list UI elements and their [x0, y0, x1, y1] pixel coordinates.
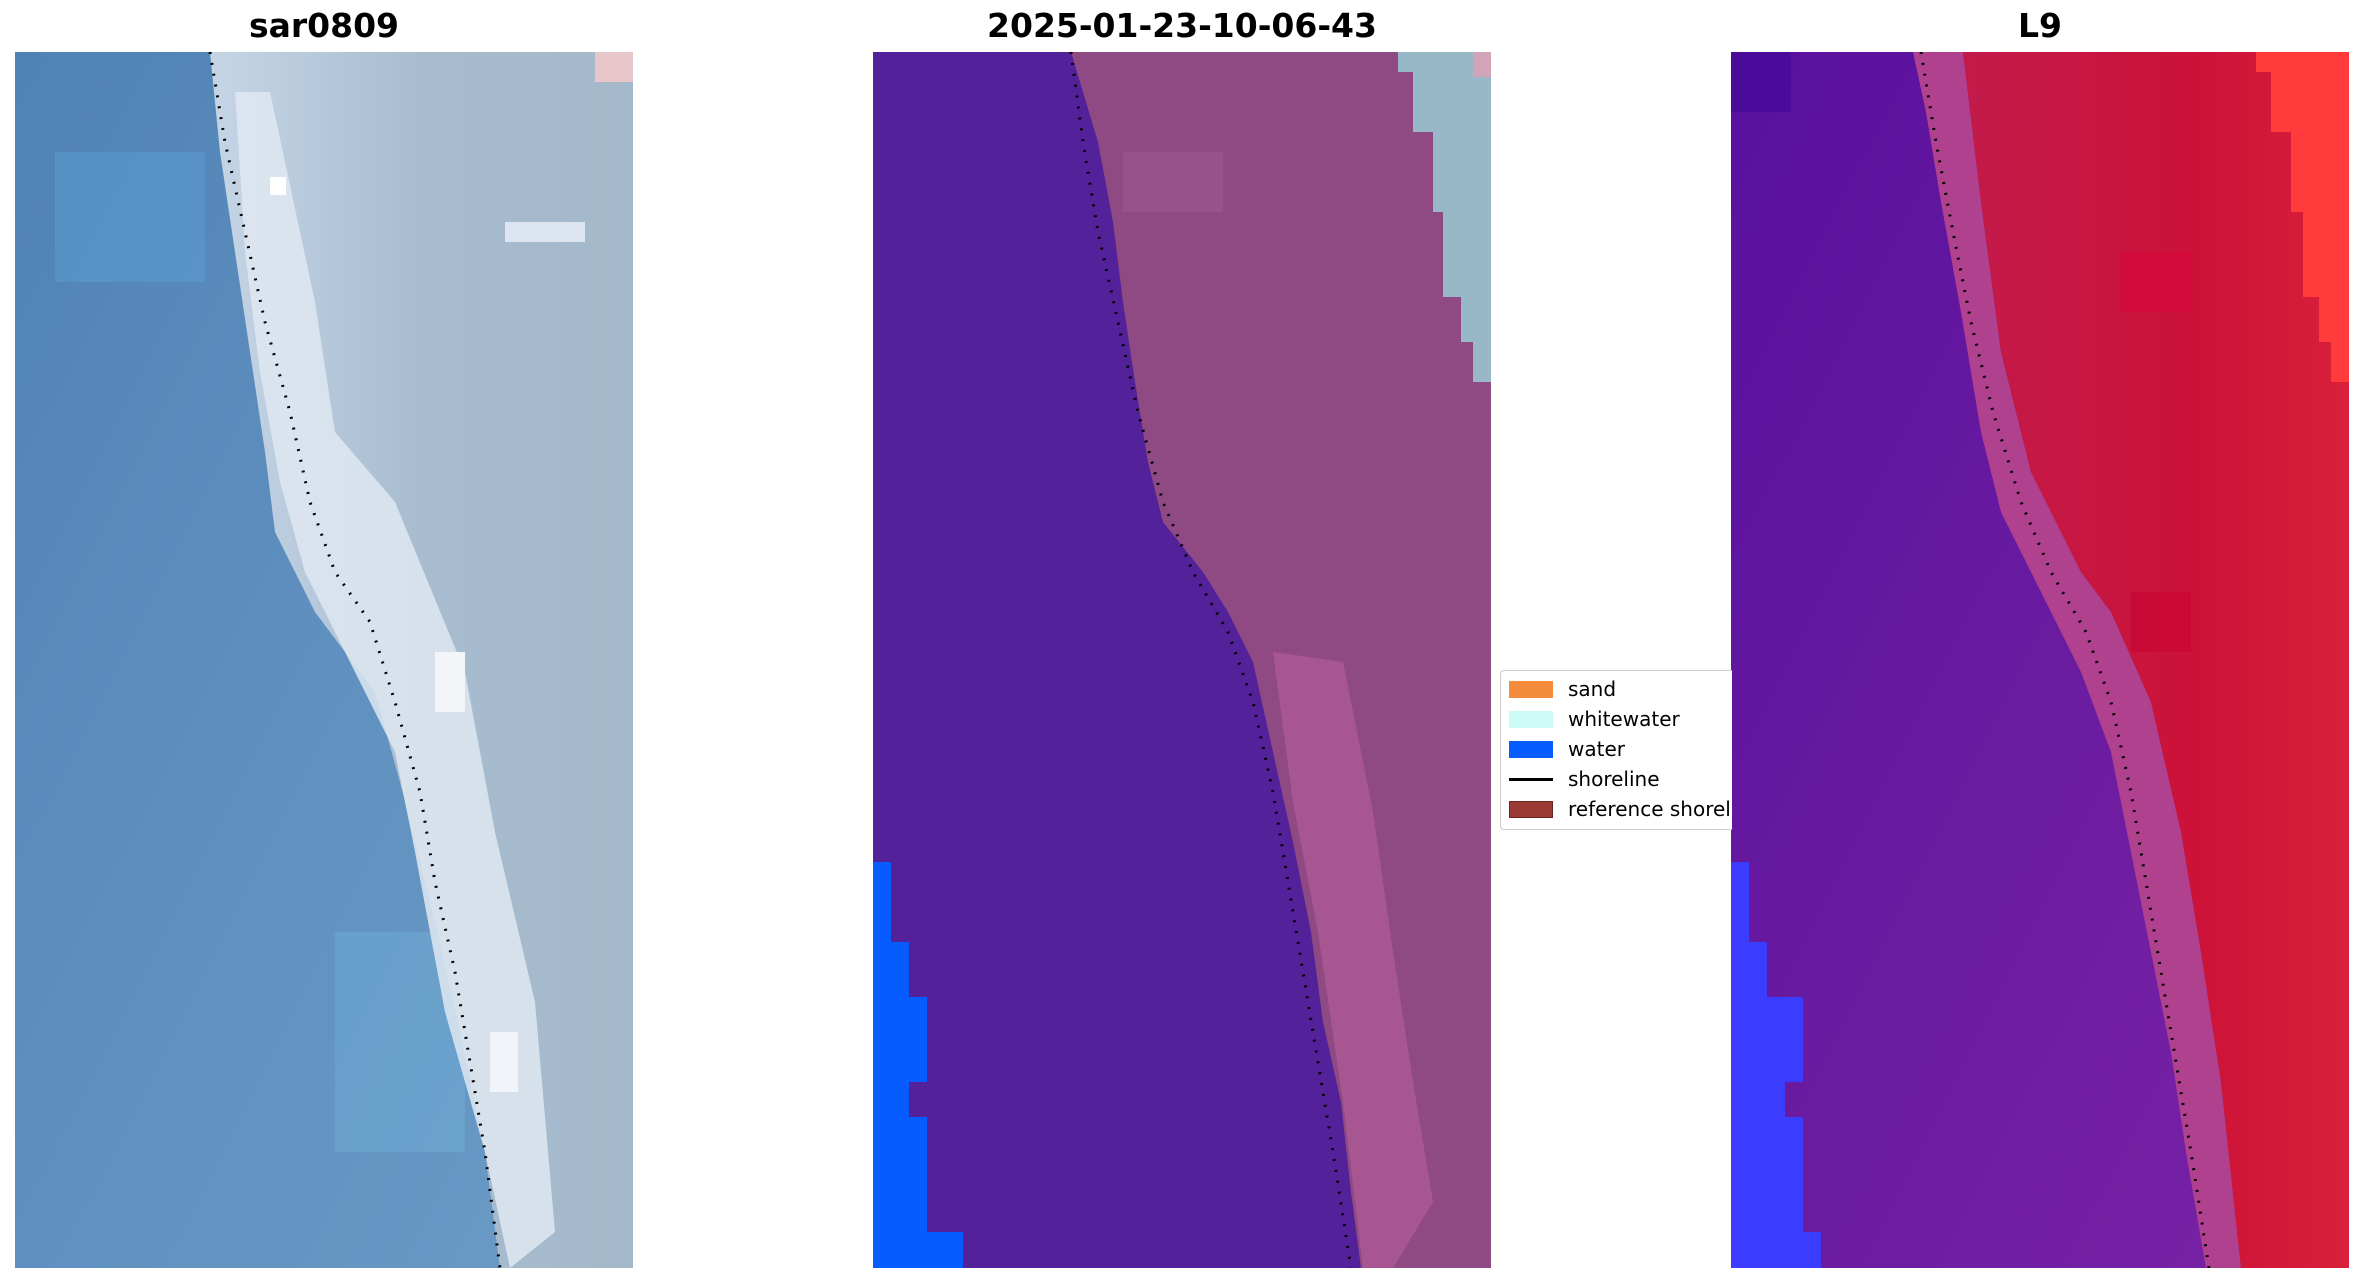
- panel-title-rgb: sar0809: [248, 6, 400, 45]
- index-land-area: [1963, 52, 2349, 1268]
- reference-shoreline-swatch: [1509, 800, 1553, 818]
- land-class-highlight: [1273, 652, 1433, 1268]
- legend-label: whitewater: [1568, 707, 1680, 731]
- land-pixel-patch: [505, 222, 585, 242]
- index-land-pixel: [2131, 592, 2191, 652]
- whitewater-swatch: [1509, 710, 1553, 728]
- index-panel: [1731, 52, 2349, 1268]
- water-swatch: [1509, 740, 1553, 758]
- grey-class-area: [1398, 52, 1491, 382]
- sand-swatch: [1509, 680, 1553, 698]
- classification-image: [873, 52, 1491, 1268]
- index-blue-area: [1731, 862, 1821, 1268]
- index-strong-land-patch: [2256, 52, 2349, 382]
- shoreline-dots: [1069, 52, 1353, 1268]
- legend-label: shoreline: [1568, 767, 1660, 791]
- index-land-pixel: [2121, 252, 2191, 312]
- ocean-light-patch: [55, 152, 205, 282]
- pink-pixel: [1473, 52, 1491, 77]
- legend-item-shoreline: shoreline: [1509, 766, 1660, 792]
- legend: sand whitewater water shoreline referenc…: [1500, 670, 1732, 830]
- rgb-image: [15, 52, 633, 1268]
- beach-bright-strip: [235, 92, 555, 1268]
- panel-title-index: L9: [2018, 6, 2062, 45]
- shoreline-line-swatch: [1509, 777, 1553, 781]
- classification-panel: [873, 52, 1491, 1268]
- legend-item-sand: sand: [1509, 676, 1616, 702]
- panel-title-classification: 2025-01-23-10-06-43: [987, 6, 1377, 45]
- bright-pixel: [270, 177, 286, 195]
- bright-pixel: [490, 1032, 518, 1092]
- index-dark-patch: [1731, 52, 1791, 112]
- legend-item-whitewater: whitewater: [1509, 706, 1680, 732]
- legend-item-reference-shoreline: reference shoreline: [1509, 796, 1732, 822]
- land-pixel-patch: [595, 52, 633, 82]
- legend-label: reference shoreline: [1568, 797, 1732, 821]
- land-class-pixel: [1123, 152, 1223, 212]
- index-image: [1731, 52, 2349, 1268]
- legend-label: water: [1568, 737, 1625, 761]
- legend-label: sand: [1568, 677, 1617, 701]
- rgb-image-panel: [15, 52, 633, 1268]
- bright-pixel: [435, 652, 465, 712]
- legend-item-water: water: [1509, 736, 1625, 762]
- water-class-area: [873, 862, 963, 1268]
